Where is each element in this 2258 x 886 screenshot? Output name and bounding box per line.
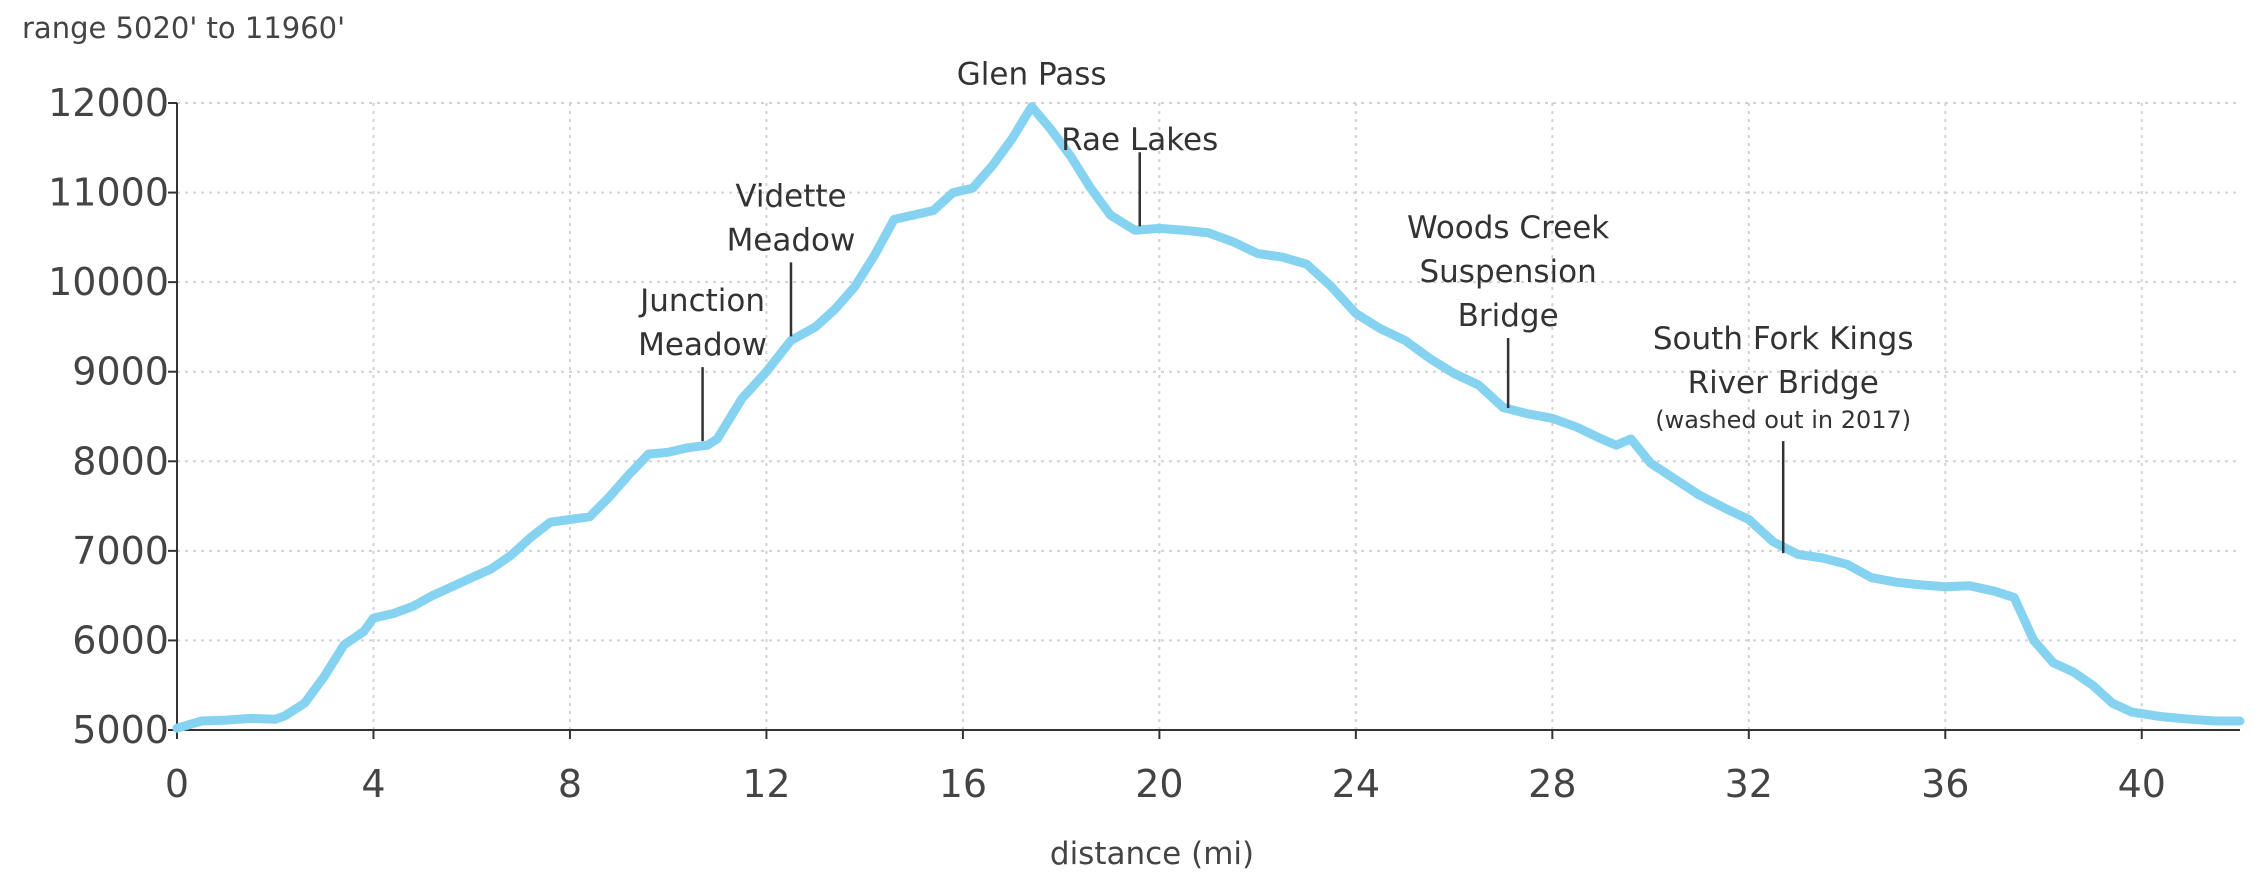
x-tick-label: 16 — [939, 762, 987, 806]
annotation-label: Meadow — [727, 222, 856, 258]
x-tick-label: 24 — [1332, 762, 1380, 806]
x-tick-label: 36 — [1921, 762, 1969, 806]
y-tick-label: 11000 — [48, 171, 169, 215]
elevation-line — [172, 102, 2245, 733]
annotation-label: Bridge — [1458, 298, 1559, 334]
annotation: Junction Meadow — [638, 283, 767, 442]
x-tick-label: 8 — [558, 762, 582, 806]
annotation: Glen Pass — [957, 57, 1107, 93]
x-tick-label: 28 — [1528, 762, 1576, 806]
annotation-label: South Fork Kings — [1653, 321, 1914, 357]
annotation-note: (washed out in 2017) — [1655, 406, 1911, 434]
axes — [176, 103, 2240, 731]
annotation-label: Meadow — [638, 327, 767, 363]
x-axis-ticks: 0 4 8 12 16 20 24 28 32 36 40 — [165, 730, 2166, 806]
annotation-label: River Bridge — [1688, 365, 1879, 401]
annotation: Vidette Meadow — [727, 178, 856, 337]
annotation-label: Junction — [638, 283, 765, 319]
y-tick-label: 6000 — [72, 618, 169, 662]
y-tick-label: 5000 — [72, 708, 169, 752]
annotation-label: Glen Pass — [957, 57, 1107, 93]
annotations: Junction Meadow Vidette Meadow Glen Pass Rae … — [638, 57, 1913, 554]
annotation: Rae Lakes — [1061, 122, 1218, 227]
range-label: range 5020' to 11960' — [22, 11, 345, 45]
annotation-label: Rae Lakes — [1061, 122, 1218, 158]
x-tick-label: 0 — [165, 762, 189, 806]
y-tick-label: 7000 — [72, 529, 169, 573]
y-axis-ticks: 5000 6000 7000 8000 9000 10000 11000 12000 — [48, 81, 177, 752]
x-tick-label: 12 — [742, 762, 790, 806]
x-tick-label: 4 — [361, 762, 385, 806]
y-tick-label: 12000 — [48, 81, 169, 125]
annotation-label: Vidette — [735, 178, 846, 214]
y-tick-label: 10000 — [48, 260, 169, 304]
x-tick-label: 20 — [1135, 762, 1183, 806]
annotation-label: Woods Creek — [1407, 210, 1609, 246]
x-tick-label: 32 — [1725, 762, 1773, 806]
grid — [177, 102, 2240, 730]
y-tick-label: 9000 — [72, 350, 169, 394]
annotation-label: Suspension — [1419, 254, 1596, 290]
x-tick-label: 40 — [2118, 762, 2166, 806]
x-axis-label: distance (mi) — [1050, 836, 1254, 872]
annotation: Woods Creek Suspension Bridge — [1407, 210, 1609, 409]
annotation: South Fork Kings River Bridge (washed out … — [1653, 321, 1914, 554]
y-tick-label: 8000 — [72, 439, 169, 483]
